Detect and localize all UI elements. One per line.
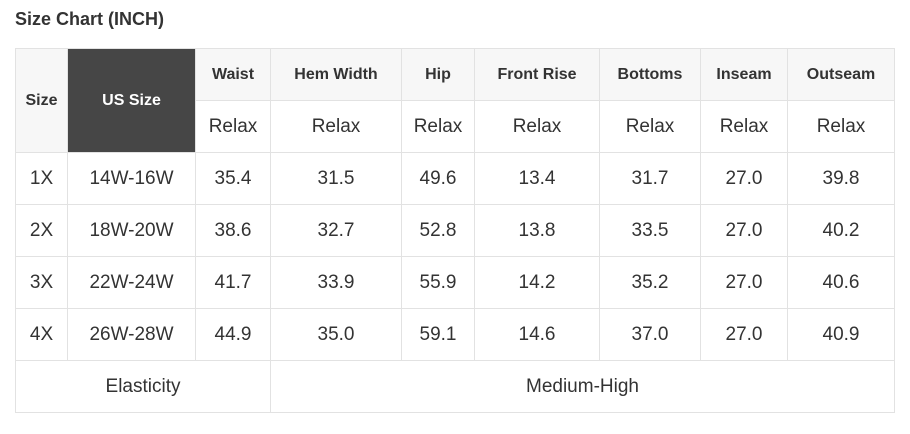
header-size: Size <box>15 48 68 153</box>
fit-cell: Relax <box>474 100 600 153</box>
header-outseam: Outseam <box>787 48 895 101</box>
value-cell: 31.7 <box>599 152 701 205</box>
elasticity-label: Elasticity <box>15 360 271 413</box>
fit-cell: Relax <box>599 100 701 153</box>
header-waist: Waist <box>195 48 271 101</box>
value-cell: 55.9 <box>401 256 475 309</box>
value-cell: 49.6 <box>401 152 475 205</box>
us-size-cell: 14W-16W <box>67 152 196 205</box>
header-hem-width: Hem Width <box>270 48 402 101</box>
value-cell: 41.7 <box>195 256 271 309</box>
size-chart-table: Size US Size Waist Hem Width Hip Front R… <box>15 48 895 413</box>
value-cell: 40.2 <box>787 204 895 257</box>
value-cell: 13.8 <box>474 204 600 257</box>
value-cell: 33.9 <box>270 256 402 309</box>
header-front-rise: Front Rise <box>474 48 600 101</box>
value-cell: 35.2 <box>599 256 701 309</box>
us-size-cell: 18W-20W <box>67 204 196 257</box>
value-cell: 40.6 <box>787 256 895 309</box>
value-cell: 39.8 <box>787 152 895 205</box>
value-cell: 31.5 <box>270 152 402 205</box>
value-cell: 35.0 <box>270 308 402 361</box>
us-size-cell: 22W-24W <box>67 256 196 309</box>
value-cell: 32.7 <box>270 204 402 257</box>
header-us-size: US Size <box>67 48 196 153</box>
value-cell: 27.0 <box>700 308 788 361</box>
header-row: Size US Size Waist Hem Width Hip Front R… <box>15 48 895 153</box>
elasticity-value: Medium-High <box>270 360 895 413</box>
fit-cell: Relax <box>195 100 271 153</box>
fit-row: Relax Relax Relax Relax Relax Relax Rela… <box>16 100 895 153</box>
value-cell: 27.0 <box>700 256 788 309</box>
header-hip: Hip <box>401 48 475 101</box>
value-cell: 27.0 <box>700 204 788 257</box>
fit-cell: Relax <box>700 100 788 153</box>
fit-cell: Relax <box>270 100 402 153</box>
value-cell: 40.9 <box>787 308 895 361</box>
value-cell: 14.6 <box>474 308 600 361</box>
page-title: Size Chart (INCH) <box>15 9 165 29</box>
value-cell: 37.0 <box>599 308 701 361</box>
value-cell: 27.0 <box>700 152 788 205</box>
value-cell: 14.2 <box>474 256 600 309</box>
value-cell: 38.6 <box>195 204 271 257</box>
size-cell: 3X <box>15 256 68 309</box>
value-cell: 52.8 <box>401 204 475 257</box>
size-cell: 1X <box>15 152 68 205</box>
value-cell: 35.4 <box>195 152 271 205</box>
us-size-cell: 26W-28W <box>67 308 196 361</box>
header-bottoms: Bottoms <box>599 48 701 101</box>
table-row: 1X 14W-16W 35.4 31.5 49.6 13.4 31.7 27.0 39.8 <box>15 152 895 205</box>
elasticity-row: Elasticity Medium-High <box>15 360 895 413</box>
table-row: 4X 26W-28W 44.9 35.0 59.1 14.6 37.0 27.0 40.9 <box>15 308 895 361</box>
fit-cell: Relax <box>787 100 895 153</box>
value-cell: 44.9 <box>195 308 271 361</box>
table-row: 2X 18W-20W 38.6 32.7 52.8 13.8 33.5 27.0 40.2 <box>15 204 895 257</box>
header-inseam: Inseam <box>700 48 788 101</box>
value-cell: 33.5 <box>599 204 701 257</box>
size-cell: 4X <box>15 308 68 361</box>
table-row: 3X 22W-24W 41.7 33.9 55.9 14.2 35.2 27.0 40.6 <box>15 256 895 309</box>
value-cell: 13.4 <box>474 152 600 205</box>
size-cell: 2X <box>15 204 68 257</box>
fit-cell: Relax <box>401 100 475 153</box>
value-cell: 59.1 <box>401 308 475 361</box>
